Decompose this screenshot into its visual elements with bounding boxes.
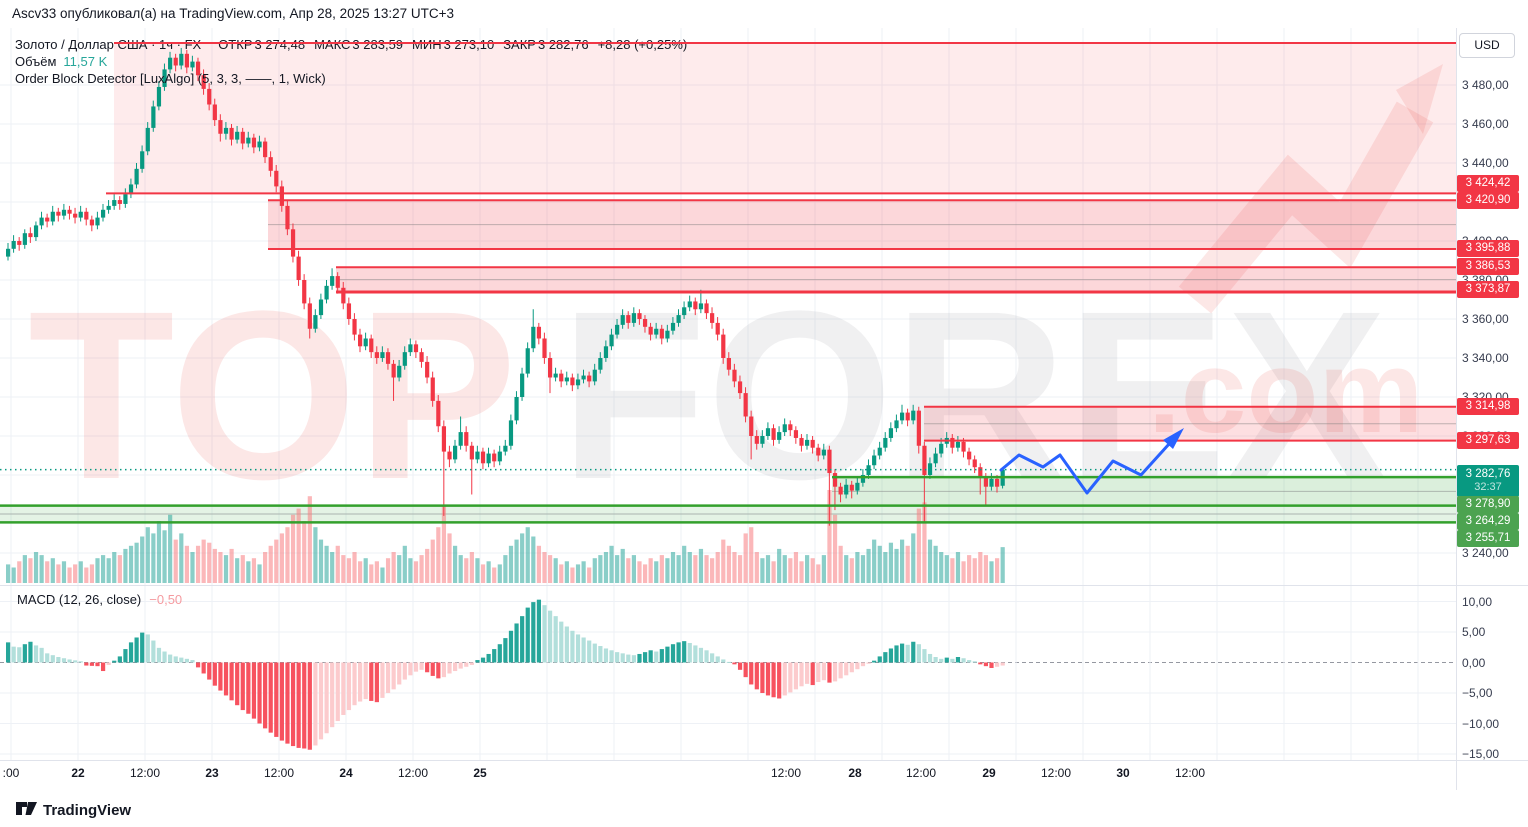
macd-label: MACD (12, 26, close) <box>17 592 142 607</box>
tradingview-brand[interactable]: TradingView <box>43 801 132 819</box>
level-price-badge: 3 255,71 <box>1457 530 1519 547</box>
change-value: +8,28 (+0,25%) <box>597 37 688 52</box>
level-price-badge: 3 386,53 <box>1457 258 1519 275</box>
volume-label: Объём <box>15 54 57 69</box>
ohlc-value: 3 273,10 <box>443 37 495 52</box>
ohlc-values: ОТКР 3 274,48 МАКС 3 283,59 МИН 3 273,10 ЗАКР 3… <box>209 37 588 52</box>
price-tick: 3 360,00 <box>1462 312 1509 326</box>
macd-tick: 10,00 <box>1462 594 1493 609</box>
forecast-arrowhead <box>1163 428 1184 449</box>
time-tick: 22 <box>71 766 85 780</box>
time-tick: 12:00 <box>770 766 802 780</box>
pane-separator <box>0 585 1528 586</box>
ohlc-label: МИН <box>412 37 442 52</box>
indicator-legend-row: Order Block Detector [LuxAlgo] (5, 3, 3,… <box>15 70 687 87</box>
watermark-forex: FOREX <box>560 261 1387 529</box>
time-tick: 29 <box>982 766 996 780</box>
ohlc-label: МАКС <box>314 37 351 52</box>
watermark-arrowhead-icon <box>1396 64 1443 134</box>
level-price-badge: 3 278,90 <box>1457 496 1519 513</box>
macd-tick: 0,00 <box>1462 655 1486 670</box>
price-tick: 3 240,00 <box>1462 546 1509 560</box>
ohlc-value: 3 283,59 <box>352 37 404 52</box>
volume-value: 11,57 K <box>63 54 108 69</box>
macd-tick: −5,00 <box>1462 686 1493 700</box>
level-price-badge: 3 314,98 <box>1457 398 1519 415</box>
bar-countdown: 32:37 <box>1474 481 1502 493</box>
level-price-badge: 3 373,87 <box>1457 281 1519 298</box>
tradingview-logo-icon[interactable] <box>16 799 37 821</box>
symbol-title: Золото / Доллар США · 1ч · FX <box>15 37 202 52</box>
time-tick: 24 <box>339 766 353 780</box>
symbol-legend-row: Золото / Доллар США · 1ч · FX ОТКР 3 274,4… <box>15 36 687 53</box>
footer: TradingView <box>16 799 131 821</box>
currency-button[interactable]: USD <box>1459 33 1515 58</box>
ohlc-value: 3 282,76 <box>537 37 589 52</box>
indicator-label: Order Block Detector [LuxAlgo] (5, 3, 3,… <box>15 71 326 86</box>
time-tick: :00 <box>2 766 20 780</box>
watermark-top: TOP <box>28 261 517 529</box>
snapshot-header: Ascv33 опубликовал(а) на TradingView.com… <box>12 6 455 21</box>
price-tick: 3 440,00 <box>1462 156 1509 170</box>
time-tick: 28 <box>848 766 862 780</box>
level-price-badge: 3 297,63 <box>1457 432 1519 449</box>
macd-value: −0,50 <box>149 592 183 607</box>
time-tick: 12:00 <box>263 766 295 780</box>
watermark-com: .com <box>1148 326 1423 458</box>
time-tick: 30 <box>1116 766 1130 780</box>
level-price-badge: 3 395,88 <box>1457 240 1519 257</box>
axis-separator <box>0 760 1528 761</box>
macd-tick: −15,00 <box>1462 747 1500 761</box>
time-tick: 12:00 <box>397 766 429 780</box>
time-tick: 12:00 <box>129 766 161 780</box>
level-price-badge: 3 420,90 <box>1457 192 1519 209</box>
time-tick: 12:00 <box>1174 766 1206 780</box>
price-tick: 3 460,00 <box>1462 117 1509 131</box>
macd-legend-row: MACD (12, 26, close) −0,50 <box>17 592 182 607</box>
chart-legend: Золото / Доллар США · 1ч · FX ОТКР 3 274,4… <box>15 36 687 87</box>
scale-separator <box>1456 28 1457 790</box>
forecast-arrow-drawing <box>999 431 1181 495</box>
time-tick: 12:00 <box>905 766 937 780</box>
ohlc-value: 3 274,48 <box>254 37 306 52</box>
watermark-arrow-icon <box>1178 101 1434 314</box>
price-tick: 3 480,00 <box>1462 78 1509 92</box>
current-price-badge: 3 282,76 32:37 <box>1457 465 1519 497</box>
ohlc-label: ОТКР <box>218 37 253 52</box>
level-price-badge: 3 424,42 <box>1457 175 1519 192</box>
level-line-3500 <box>114 42 1456 44</box>
volume-legend-row: Объём 11,57 K <box>15 53 687 70</box>
time-tick: 25 <box>473 766 487 780</box>
macd-tick: 5,00 <box>1462 625 1486 639</box>
level-price-badge: 3 264,29 <box>1457 513 1519 530</box>
macd-tick: −10,00 <box>1462 716 1500 731</box>
price-tick: 3 340,00 <box>1462 351 1509 365</box>
ohlc-label: ЗАКР <box>503 37 536 52</box>
time-tick: 23 <box>205 766 219 780</box>
time-tick: 12:00 <box>1040 766 1072 780</box>
